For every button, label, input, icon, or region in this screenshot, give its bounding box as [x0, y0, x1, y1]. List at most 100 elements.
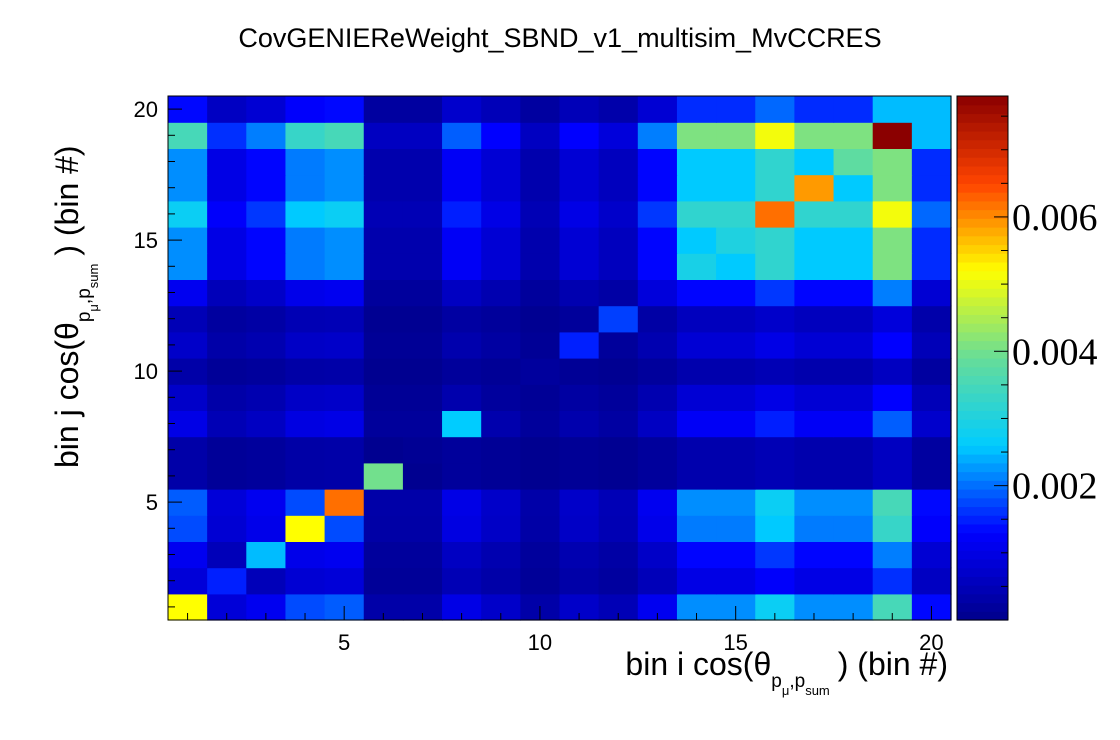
heatmap-cell — [598, 541, 639, 569]
palette-step — [957, 532, 1008, 542]
heatmap-cell — [207, 541, 247, 569]
heatmap-cell — [598, 148, 639, 176]
heatmap-cell — [363, 515, 404, 542]
heatmap-cell — [598, 174, 639, 202]
heatmap-cell — [442, 174, 482, 202]
heatmap-cell — [637, 200, 678, 228]
heatmap-cell — [442, 96, 482, 123]
heatmap-cell — [246, 253, 287, 280]
palette-step — [957, 296, 1008, 307]
palette-step — [957, 253, 1008, 263]
heatmap-cell — [285, 331, 326, 359]
heatmap-cell — [520, 462, 561, 490]
heatmap-cell — [598, 384, 639, 411]
x-tick-label: 5 — [338, 630, 350, 655]
heatmap-cell — [833, 541, 874, 569]
heatmap-cell — [833, 436, 874, 464]
heatmap-cell — [402, 227, 443, 254]
heatmap-cell — [833, 148, 874, 176]
heatmap-cell — [520, 384, 561, 411]
palette-step — [957, 480, 1008, 490]
heatmap-cell — [481, 462, 521, 490]
heatmap-cell — [520, 279, 561, 307]
heatmap-cell — [872, 410, 913, 438]
palette-step — [957, 593, 1008, 604]
heatmap-cell — [598, 279, 639, 307]
palette-step — [957, 523, 1008, 534]
heatmap-cell — [598, 331, 639, 359]
plot-frame — [167, 95, 952, 621]
heatmap-cell — [520, 331, 561, 359]
heatmap-cell — [520, 410, 561, 438]
heatmap-cell — [872, 331, 913, 359]
heatmap-cell — [833, 122, 874, 149]
palette-step — [957, 349, 1008, 359]
heatmap-cell — [207, 279, 247, 307]
heatmap-cell — [598, 227, 639, 254]
heatmap-cell — [637, 541, 678, 569]
heatmap-cell — [207, 358, 247, 385]
y-tick-label: 20 — [134, 97, 158, 122]
heatmap-cell — [246, 384, 287, 411]
heatmap-cell — [324, 174, 365, 202]
heatmap-cell — [676, 227, 717, 254]
heatmap-cell — [481, 436, 521, 464]
heatmap-cell — [481, 96, 521, 123]
heatmap-cell — [872, 567, 913, 595]
heatmap-cell — [402, 436, 443, 464]
heatmap-cell — [246, 515, 287, 542]
heatmap-cell — [442, 279, 482, 307]
heatmap-cell — [598, 358, 639, 385]
heatmap-cell — [794, 384, 835, 411]
heatmap-cell — [481, 489, 521, 516]
heatmap-cell — [911, 174, 952, 202]
heatmap-cell — [794, 174, 835, 202]
y-axis-ticks: 5 10 15 20 — [134, 97, 182, 608]
heatmap-cell — [598, 410, 639, 438]
y-tick-label: 5 — [146, 490, 158, 515]
heatmap-cell — [559, 541, 600, 569]
heatmap-cell — [716, 253, 756, 280]
heatmap-cell — [285, 410, 326, 438]
heatmap-cell — [755, 200, 795, 228]
heatmap-cells — [168, 96, 952, 621]
heatmap-cell — [833, 200, 874, 228]
heatmap-cell — [207, 122, 247, 149]
heatmap-cell — [872, 305, 913, 333]
heatmap-cell — [872, 462, 913, 490]
heatmap-cell — [676, 541, 717, 569]
heatmap-cell — [285, 358, 326, 385]
heatmap-cell — [794, 515, 835, 542]
heatmap-cell — [755, 331, 795, 359]
heatmap-cell — [324, 279, 365, 307]
heatmap-cell — [207, 331, 247, 359]
heatmap-cell — [402, 384, 443, 411]
heatmap-cell — [442, 515, 482, 542]
heatmap-cell — [324, 331, 365, 359]
heatmap-cell — [833, 489, 874, 516]
heatmap-cell — [246, 279, 287, 307]
heatmap-cell — [755, 384, 795, 411]
heatmap-cell — [794, 436, 835, 464]
heatmap-cell — [246, 96, 287, 123]
heatmap-cell — [207, 253, 247, 280]
heatmap-cell — [559, 462, 600, 490]
heatmap-cell — [246, 567, 287, 595]
heatmap-cell — [246, 358, 287, 385]
heatmap-cell — [833, 384, 874, 411]
heatmap-cell — [872, 253, 913, 280]
heatmap-cell — [637, 227, 678, 254]
heatmap-cell — [637, 279, 678, 307]
heatmap-cell — [559, 148, 600, 176]
heatmap-cell — [716, 489, 756, 516]
heatmap-cell — [402, 462, 443, 490]
heatmap-cell — [520, 174, 561, 202]
heatmap-cell — [481, 122, 521, 149]
heatmap-cell — [716, 227, 756, 254]
chart-title: CovGENIEReWeight_SBND_v1_multisim_MvCCRE… — [238, 23, 881, 53]
heatmap-cell — [794, 567, 835, 595]
heatmap-cell — [324, 410, 365, 438]
heatmap-cell — [676, 122, 717, 149]
heatmap-cell — [911, 489, 952, 516]
palette-step — [957, 279, 1008, 289]
